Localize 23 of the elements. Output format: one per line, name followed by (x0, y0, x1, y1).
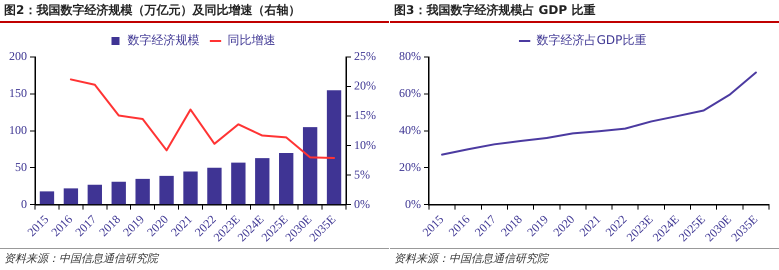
y2-tick-label: 0% (354, 196, 370, 211)
y-tick-label: 80% (398, 49, 421, 64)
y-tick-label: 0 (21, 196, 27, 211)
y-tick-label: 100 (9, 122, 27, 137)
y2-tick-label: 25% (354, 49, 376, 64)
y-tick-label: 60% (398, 86, 421, 100)
text: 资料来源：中国信息通信研究院 (0, 248, 389, 269)
chart-title: 图2：我国数字经济规模（万亿元）及同比增速（右轴） (0, 0, 389, 23)
y2-tick-label: 10% (354, 138, 376, 152)
legend-label: 数字经济占GDP比重 (536, 33, 646, 48)
y-tick-label: 40% (398, 122, 421, 137)
y-tick-label: 150 (9, 86, 27, 100)
text: 资料来源：中国信息通信研究院 (390, 248, 779, 269)
legend-label: 数字经济规模 (128, 33, 200, 48)
y2-tick-label: 20% (354, 78, 376, 93)
y2-tick-label: 15% (354, 108, 376, 122)
y-tick-label: 200 (9, 49, 27, 64)
y-tick-label: 20% (398, 160, 421, 174)
y-tick-label: 0% (404, 196, 421, 211)
legend-label: 同比增速 (228, 33, 276, 48)
y-tick-label: 50 (15, 160, 27, 174)
y2-tick-label: 5% (354, 167, 370, 182)
chart-title: 图3：我国数字经济规模占 GDP 比重 (390, 0, 779, 23)
